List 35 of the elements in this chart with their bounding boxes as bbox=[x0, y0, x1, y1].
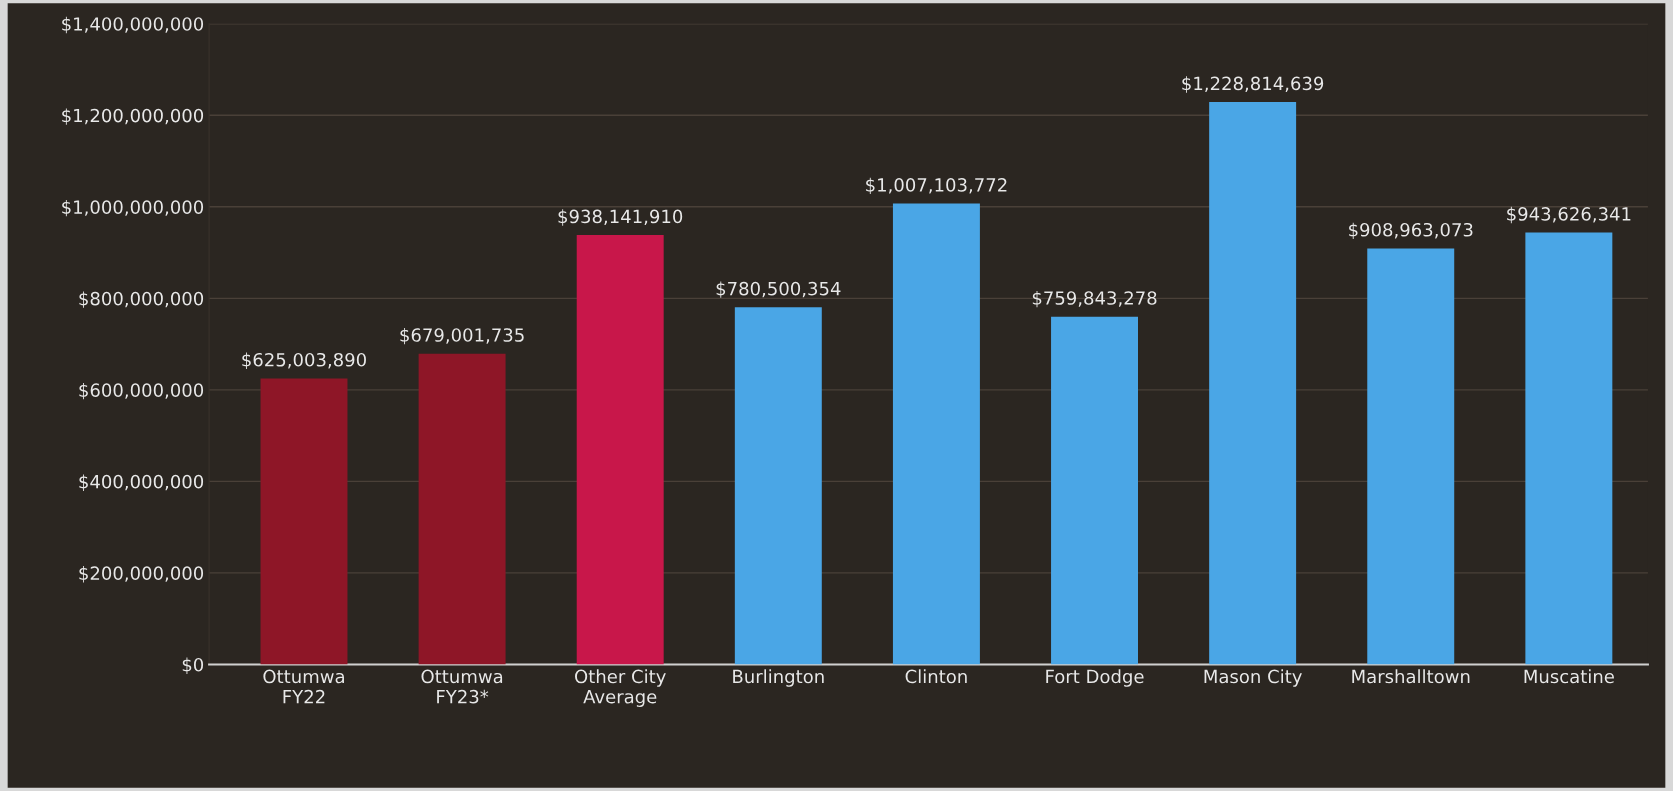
y-tick-label: $0 bbox=[182, 657, 204, 674]
x-tick-label: Burlington bbox=[733, 669, 824, 687]
data-label: $1,007,103,772 bbox=[866, 177, 1007, 195]
y-tick-label: $400,000,000 bbox=[79, 474, 204, 491]
bar bbox=[1525, 232, 1613, 665]
data-label: $943,626,341 bbox=[1507, 206, 1631, 224]
x-tick-label: Other City Average bbox=[575, 669, 666, 707]
y-tick-label: $1,400,000,000 bbox=[62, 16, 204, 34]
x-tick-label: Mason City bbox=[1204, 669, 1302, 687]
data-label: $1,228,814,639 bbox=[1182, 76, 1324, 93]
y-tick-label: $200,000,000 bbox=[79, 566, 204, 583]
bar bbox=[1209, 102, 1297, 665]
data-label: $625,003,890 bbox=[242, 352, 366, 369]
data-label: $759,843,278 bbox=[1032, 290, 1157, 308]
bar bbox=[260, 378, 348, 665]
y-tick-label: $800,000,000 bbox=[79, 291, 204, 308]
y-tick-label: $1,200,000,000 bbox=[62, 108, 204, 125]
data-label: $908,963,073 bbox=[1349, 222, 1473, 240]
y-tick-label: $600,000,000 bbox=[79, 382, 204, 400]
x-tick-label: Marshalltown bbox=[1352, 669, 1470, 684]
bar bbox=[892, 203, 980, 665]
bar bbox=[1367, 248, 1455, 665]
data-label: $679,001,735 bbox=[400, 327, 524, 345]
data-label: $938,141,910 bbox=[558, 209, 683, 226]
data-label: $780,500,354 bbox=[716, 281, 841, 298]
x-tick-label: Ottumwa FY22 bbox=[263, 669, 344, 704]
bar bbox=[734, 307, 822, 665]
y-tick-label: $1,000,000,000 bbox=[62, 199, 204, 217]
bar bbox=[576, 235, 664, 665]
x-tick-label: Muscatine bbox=[1524, 669, 1614, 684]
x-tick-label: Ottumwa FY23* bbox=[421, 669, 503, 704]
bar bbox=[418, 353, 506, 665]
x-tick-label: Fort Dodge bbox=[1046, 669, 1144, 687]
x-tick-label: Clinton bbox=[905, 669, 967, 684]
bar bbox=[1051, 316, 1139, 665]
